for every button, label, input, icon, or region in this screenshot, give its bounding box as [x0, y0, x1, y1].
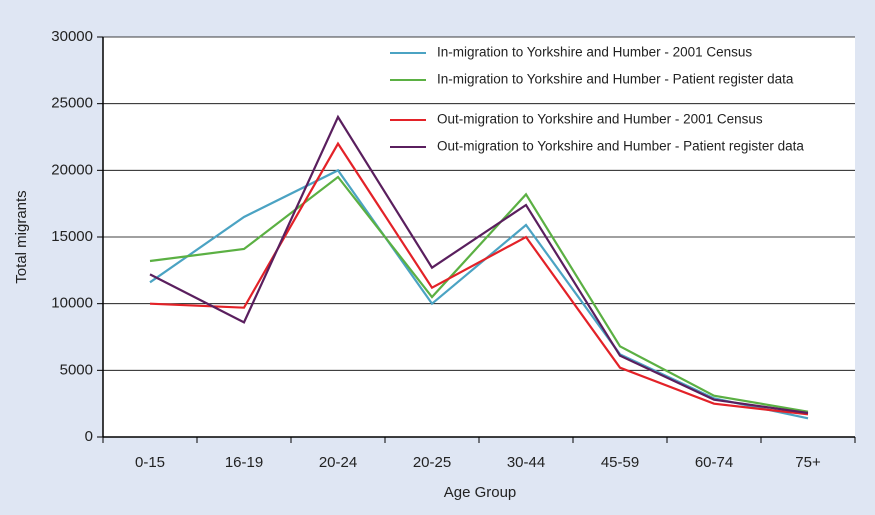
legend-label: Out-migration to Yorkshire and Humber - …: [437, 139, 804, 154]
y-tick-label: 20000: [51, 161, 93, 178]
x-axis-label: Age Group: [444, 484, 517, 501]
legend-label: Out-migration to Yorkshire and Humber - …: [437, 112, 763, 127]
x-tick-label: 16-19: [225, 454, 263, 471]
series-line: [149, 175, 809, 413]
x-tick-label: 30-44: [507, 454, 545, 471]
series-line: [149, 168, 809, 420]
legend-label: In-migration to Yorkshire and Humber - 2…: [437, 45, 752, 60]
series-line: [149, 114, 809, 415]
x-tick-label: 60-74: [695, 454, 733, 471]
series-line: [149, 141, 809, 416]
x-tick-label: 20-24: [319, 454, 357, 471]
y-axis-label: Total migrants: [13, 190, 30, 283]
y-tick-label: 5000: [60, 361, 93, 378]
x-tick-label: 0-15: [135, 454, 165, 471]
x-tick-label: 45-59: [601, 454, 639, 471]
y-tick-label: 30000: [51, 28, 93, 45]
y-tick-label: 10000: [51, 295, 93, 312]
y-tick-label: 0: [85, 428, 93, 445]
x-tick-label: 75+: [795, 454, 821, 471]
y-tick-label: 25000: [51, 95, 93, 112]
y-tick-label: 15000: [51, 228, 93, 245]
x-tick-label: 20-25: [413, 454, 451, 471]
legend-label: In-migration to Yorkshire and Humber - P…: [437, 72, 794, 87]
